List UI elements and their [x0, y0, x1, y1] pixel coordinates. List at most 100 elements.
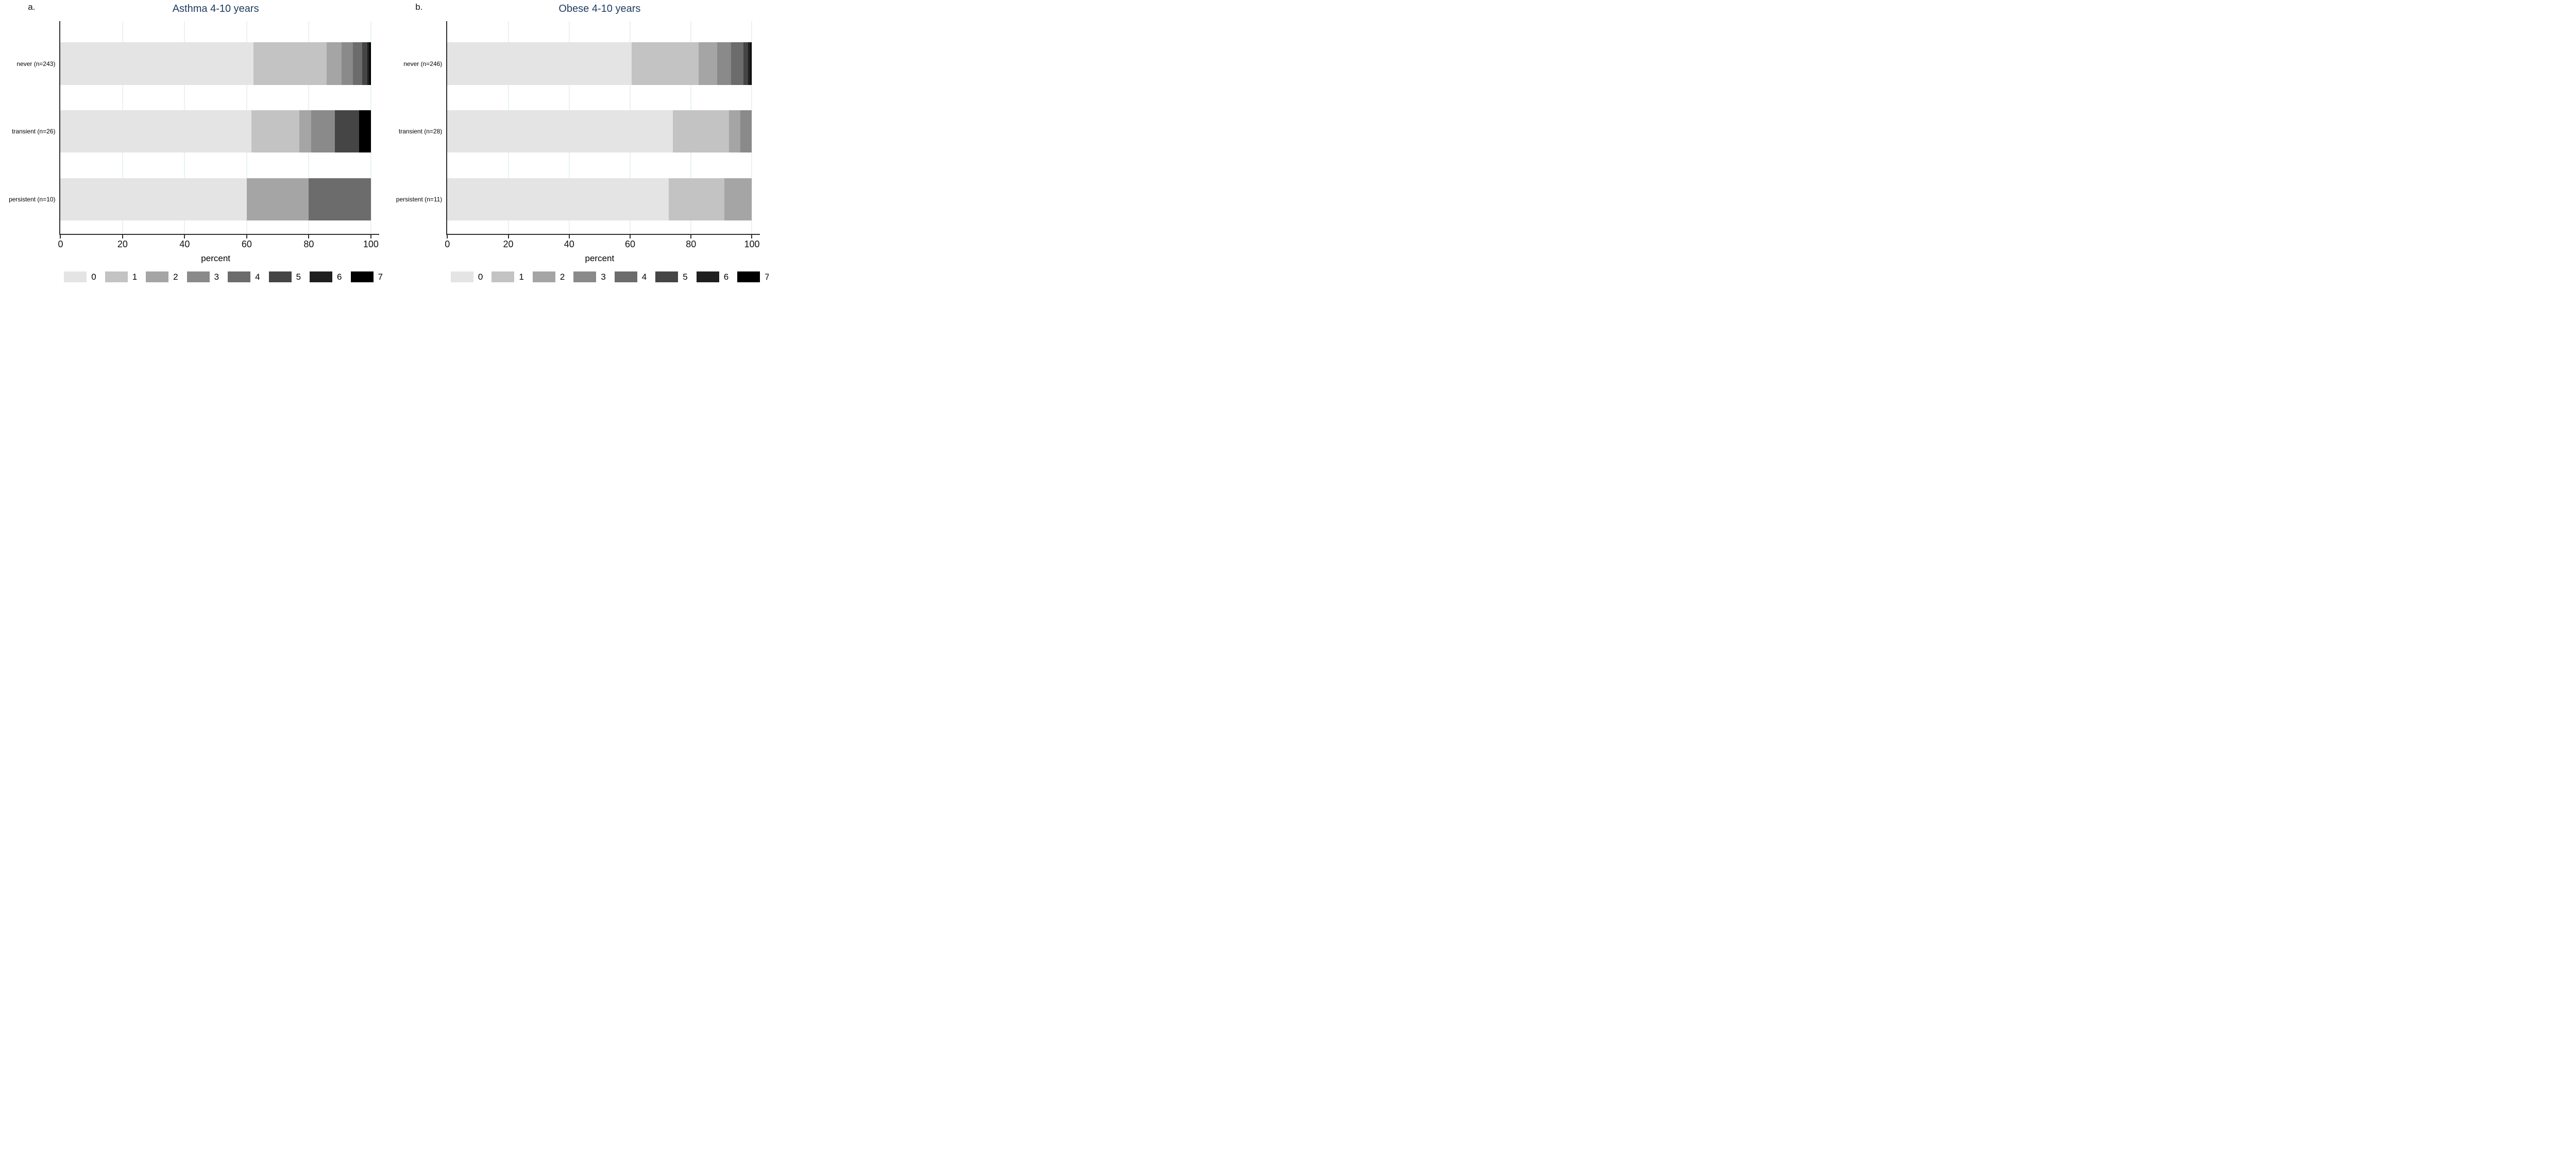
row-label: never (n=246) [403, 60, 443, 67]
bar-segment [748, 42, 751, 85]
bar-segment [253, 42, 327, 85]
legend-label: 1 [132, 271, 138, 282]
x-axis-line [446, 234, 760, 235]
axis-tick-mark [507, 234, 509, 239]
bar-row: transient (n=26) [12, 110, 371, 153]
gridline [370, 21, 371, 234]
bar-segment [699, 42, 718, 85]
row-label: transient (n=28) [398, 127, 443, 135]
legend-item: 7 [737, 271, 769, 282]
axis-tick-label: 100 [744, 239, 760, 249]
bar-segment [335, 110, 359, 153]
legend-swatch [64, 271, 87, 282]
legend-label: 0 [91, 271, 96, 282]
bar-row: persistent (n=11) [396, 178, 752, 221]
stacked-bar [60, 42, 371, 85]
axis-tick-label: 0 [58, 239, 63, 249]
stacked-bar [60, 110, 371, 153]
axis-tick-mark [246, 234, 247, 239]
axis-tick-label: 0 [445, 239, 450, 249]
plot-area: 0 20 40 60 80 100 never (n=243) transient (n=… [9, 21, 379, 249]
legend-item: 5 [268, 271, 301, 282]
axis-tick-mark [184, 234, 185, 239]
chart-title: Obese 4-10 years [558, 3, 641, 14]
bar-segment [743, 42, 749, 85]
bar-segment [311, 110, 335, 153]
stacked-bar [447, 42, 752, 85]
legend-label: 1 [519, 271, 524, 282]
axis-tick-label: 40 [179, 239, 190, 249]
bar-segment [447, 178, 669, 221]
axis-tick-label: 20 [503, 239, 514, 249]
panel-letter: a. [28, 2, 36, 12]
axis-tick-mark [122, 234, 123, 239]
bar-segment [740, 110, 752, 153]
bar-segment [369, 42, 371, 85]
axis-tick-mark [751, 234, 753, 239]
legend-label: 0 [478, 271, 483, 282]
bar-segment [60, 110, 252, 153]
legend-swatch [532, 271, 555, 282]
bar-row: transient (n=28) [399, 110, 752, 153]
stacked-bar [60, 178, 371, 221]
legend-item: 3 [187, 271, 219, 282]
axis-tick-label: 40 [564, 239, 574, 249]
axis-tick-label: 100 [363, 239, 379, 249]
legend-swatch [268, 271, 292, 282]
bar-segment [632, 42, 699, 85]
legend-item: 1 [105, 271, 137, 282]
bar-segment [362, 42, 367, 85]
axis-tick-mark [447, 234, 448, 239]
bar-segment [751, 42, 752, 85]
legend-item: 2 [532, 271, 565, 282]
legend-item: 4 [614, 271, 647, 282]
bar-segment [60, 178, 247, 221]
legend-label: 6 [723, 271, 729, 282]
bar-segment [353, 42, 362, 85]
row-label: never (n=243) [16, 60, 56, 67]
axis-tick-mark [60, 234, 61, 239]
legend-item: 3 [573, 271, 606, 282]
legend-label: 7 [378, 271, 383, 282]
y-axis-line [59, 21, 61, 234]
panel-letter: b. [415, 2, 423, 12]
figure: a. Asthma 4-10 years 0 20 40 60 80 100 never … [0, 0, 769, 290]
bar-segment [669, 178, 724, 221]
row-label: persistent (n=10) [9, 196, 56, 203]
bar-segment [309, 178, 371, 221]
legend-item: 0 [450, 271, 483, 282]
axis-tick-mark [690, 234, 692, 239]
bar-segment [367, 42, 370, 85]
legend-item: 6 [696, 271, 729, 282]
bar-segment [717, 42, 731, 85]
bar-segment [731, 42, 743, 85]
bar-segment [246, 178, 309, 221]
legend-swatch [696, 271, 719, 282]
legend-swatch [450, 271, 473, 282]
chart-panel: a. Asthma 4-10 years 0 20 40 60 80 100 never … [0, 0, 388, 290]
legend-label: 4 [255, 271, 260, 282]
legend-swatch [228, 271, 251, 282]
row-label: transient (n=26) [12, 127, 56, 135]
legend: 0 1 2 3 4 5 6 7 [64, 271, 383, 282]
legend-item: 6 [310, 271, 342, 282]
x-axis-title: percent [585, 253, 615, 263]
axis-tick-mark [370, 234, 371, 239]
x-axis-title: percent [201, 253, 230, 263]
legend-item: 1 [492, 271, 524, 282]
x-axis-line [59, 234, 379, 235]
legend-label: 6 [337, 271, 342, 282]
bar-row: never (n=246) [403, 42, 752, 85]
bar-segment [299, 110, 312, 153]
axis-tick-label: 60 [624, 239, 635, 249]
bar-segment [447, 42, 632, 85]
legend-item: 0 [64, 271, 96, 282]
bar-segment [326, 42, 342, 85]
legend-swatch [492, 271, 515, 282]
bar-segment [729, 110, 741, 153]
legend-swatch [350, 271, 374, 282]
legend-label: 7 [765, 271, 769, 282]
legend-swatch [310, 271, 333, 282]
legend-label: 2 [560, 271, 565, 282]
axis-tick-mark [308, 234, 310, 239]
